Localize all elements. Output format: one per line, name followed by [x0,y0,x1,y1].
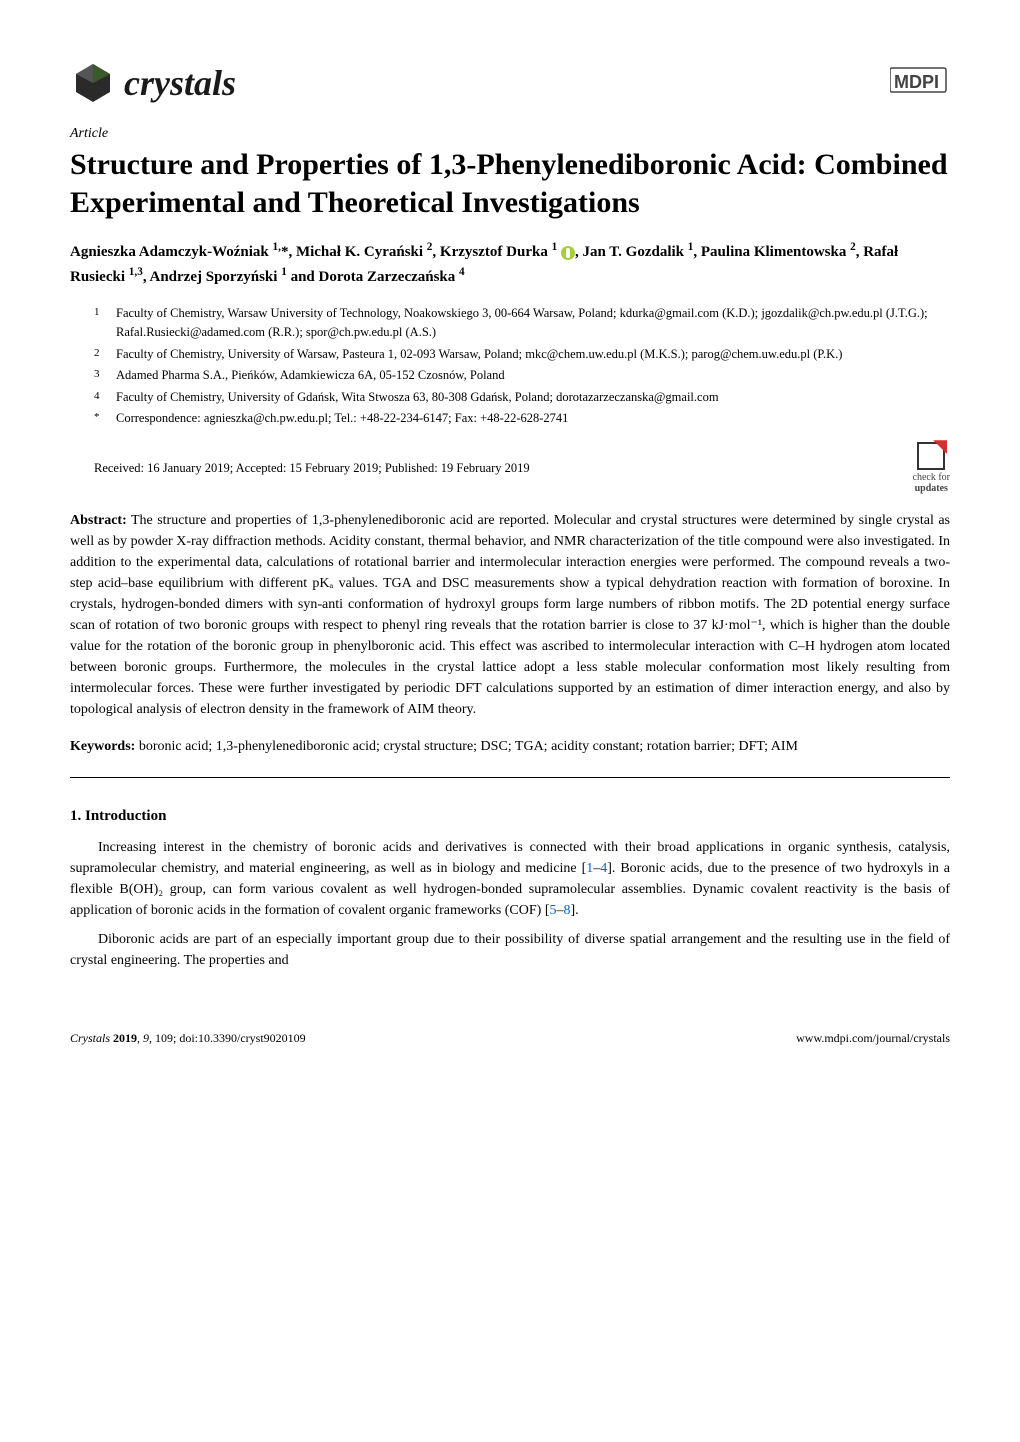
svg-text:MDPI: MDPI [894,72,939,92]
crystal-icon [70,60,116,106]
affiliation-item: 2 Faculty of Chemistry, University of Wa… [94,345,950,364]
journal-logo: crystals [70,60,236,106]
check-for-updates-badge[interactable]: check for updates [913,442,950,494]
keywords-text: boronic acid; 1,3-phenylenediboronic aci… [135,739,798,754]
affiliation-text: Faculty of Chemistry, Warsaw University … [116,304,950,343]
affiliation-number: * [94,409,116,428]
abstract-label: Abstract: [70,513,127,528]
footer-citation: Crystals 2019, 9, 109; doi:10.3390/cryst… [70,1031,306,1046]
section-divider [70,777,950,778]
updates-line1: check for [913,472,950,483]
article-title: Structure and Properties of 1,3-Phenylen… [70,146,950,221]
affiliation-item: 3 Adamed Pharma S.A., Pieńków, Adamkiewi… [94,366,950,385]
affiliation-text: Faculty of Chemistry, University of Gdań… [116,388,950,407]
keywords: Keywords: boronic acid; 1,3-phenylenedib… [70,736,950,757]
body-paragraph: Increasing interest in the chemistry of … [70,837,950,921]
abstract-text: The structure and properties of 1,3-phen… [70,513,950,717]
section-heading-introduction: 1. Introduction [70,808,950,825]
publisher-logo: MDPI [890,60,950,105]
affiliation-text: Adamed Pharma S.A., Pieńków, Adamkiewicz… [116,366,950,385]
page-footer: Crystals 2019, 9, 109; doi:10.3390/cryst… [70,1031,950,1046]
orcid-icon [561,246,575,260]
dates-row: Received: 16 January 2019; Accepted: 15 … [94,442,950,494]
footer-url[interactable]: www.mdpi.com/journal/crystals [796,1031,950,1046]
affiliation-text: Correspondence: agnieszka@ch.pw.edu.pl; … [116,409,950,428]
affiliation-number: 2 [94,345,116,364]
dates-text: Received: 16 January 2019; Accepted: 15 … [94,461,530,476]
affiliation-item: 1 Faculty of Chemistry, Warsaw Universit… [94,304,950,343]
keywords-label: Keywords: [70,739,135,754]
journal-name: crystals [124,62,236,104]
affiliation-number: 3 [94,366,116,385]
abstract: Abstract: The structure and properties o… [70,510,950,720]
affiliation-number: 4 [94,388,116,407]
affiliation-number: 1 [94,304,116,343]
article-type: Article [70,126,950,142]
correspondence-item: * Correspondence: agnieszka@ch.pw.edu.pl… [94,409,950,428]
updates-badge-icon [917,442,945,470]
updates-line2: updates [915,483,948,494]
affiliation-text: Faculty of Chemistry, University of Wars… [116,345,950,364]
affiliation-item: 4 Faculty of Chemistry, University of Gd… [94,388,950,407]
body-paragraph: Diboronic acids are part of an especiall… [70,929,950,971]
header-row: crystals MDPI [70,60,950,106]
author-list: Agnieszka Adamczyk-Woźniak 1,*, Michał K… [70,239,950,288]
affiliations-block: 1 Faculty of Chemistry, Warsaw Universit… [94,304,950,428]
